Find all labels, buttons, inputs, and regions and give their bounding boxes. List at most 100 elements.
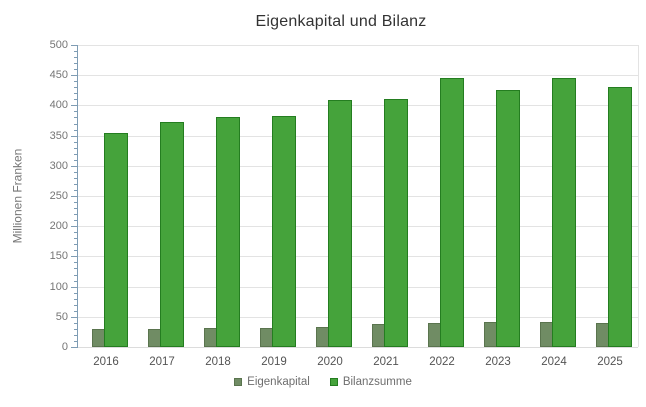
y-axis-minor-tick (74, 220, 78, 221)
x-axis-label-2017: 2017 (149, 356, 175, 368)
x-axis-label-2023: 2023 (485, 356, 511, 368)
legend-label: Eigenkapital (247, 376, 310, 388)
y-axis-minor-tick (74, 335, 78, 336)
y-axis-minor-tick (74, 190, 78, 191)
bar-bilanzsumme-2018[interactable] (216, 117, 240, 347)
gridline (78, 75, 638, 76)
legend-label: Bilanzsumme (342, 376, 412, 388)
y-axis-minor-tick (74, 154, 78, 155)
y-axis-major-tick (71, 136, 78, 137)
bar-bilanzsumme-2024[interactable] (552, 78, 576, 347)
x-axis-label-2021: 2021 (373, 356, 399, 368)
gridline (78, 166, 638, 167)
gridline (78, 317, 638, 318)
gridline (78, 45, 638, 46)
y-axis-major-tick (71, 166, 78, 167)
y-axis-minor-tick (74, 299, 78, 300)
legend-item-bilanzsumme[interactable]: Bilanzsumme (329, 376, 412, 388)
y-axis-major-tick (71, 196, 78, 197)
y-axis-minor-tick (74, 305, 78, 306)
y-axis-minor-tick (74, 57, 78, 58)
y-axis-tick-label: 400 (49, 99, 68, 111)
gridline (78, 105, 638, 106)
y-axis-minor-tick (74, 268, 78, 269)
y-axis-minor-tick (74, 172, 78, 173)
x-axis-label-2016: 2016 (93, 356, 119, 368)
y-axis-minor-tick (74, 81, 78, 82)
y-axis-minor-tick (74, 184, 78, 185)
y-axis-tick-label: 450 (49, 69, 68, 81)
y-axis-minor-tick (74, 63, 78, 64)
y-axis-major-tick (71, 105, 78, 106)
y-axis-tick-label: 500 (49, 39, 68, 51)
y-axis-tick-label: 150 (49, 250, 68, 262)
y-axis-minor-tick (74, 329, 78, 330)
plot-area: 0 50 100 150 200 250 300 350 400 450 500 (50, 39, 639, 353)
y-axis-major-tick (71, 75, 78, 76)
bar-bilanzsumme-2023[interactable] (496, 90, 520, 347)
x-axis-label-2019: 2019 (261, 356, 287, 368)
y-axis-title-text: Millionen Franken (10, 148, 24, 244)
bar-bilanzsumme-2017[interactable] (160, 122, 184, 347)
y-axis-minor-tick (74, 160, 78, 161)
gridline (78, 136, 638, 137)
y-axis-minor-tick (74, 275, 78, 276)
y-axis-minor-tick (74, 238, 78, 239)
y-axis-minor-tick (74, 117, 78, 118)
y-axis-minor-tick (74, 178, 78, 179)
bar-bilanzsumme-2020[interactable] (328, 100, 352, 347)
y-axis-tick-label: 100 (49, 281, 68, 293)
gridline (78, 226, 638, 227)
gridline (78, 287, 638, 288)
y-axis-tick-label: 200 (49, 220, 68, 232)
y-axis-minor-tick (74, 99, 78, 100)
y-axis-major-tick (71, 45, 78, 46)
y-axis-minor-tick (74, 69, 78, 70)
gridline (78, 256, 638, 257)
legend-item-eigenkapital[interactable]: Eigenkapital (234, 376, 310, 388)
y-axis-minor-tick (74, 293, 78, 294)
y-axis-tick-label: 250 (49, 190, 68, 202)
bar-bilanzsumme-2021[interactable] (384, 99, 408, 347)
y-axis-major-tick (71, 317, 78, 318)
bar-bilanzsumme-2025[interactable] (608, 87, 632, 347)
y-axis-tick-label: 0 (61, 341, 68, 353)
y-axis-major-tick (71, 287, 78, 288)
y-axis-tick-label: 300 (49, 160, 68, 172)
y-axis-minor-tick (74, 341, 78, 342)
chart-title: Eigenkapital und Bilanz (255, 13, 427, 30)
y-axis-tick-label: 350 (49, 130, 68, 142)
legend: Eigenkapital Bilanzsumme (0, 376, 646, 388)
gridline (78, 347, 638, 348)
y-axis-minor-tick (74, 202, 78, 203)
x-axis-label-2020: 2020 (317, 356, 343, 368)
y-axis-minor-tick (74, 208, 78, 209)
y-axis-minor-tick (74, 244, 78, 245)
y-axis-major-tick (71, 226, 78, 227)
bar-bilanzsumme-2016[interactable] (104, 133, 128, 347)
x-axis-label-2022: 2022 (429, 356, 455, 368)
bar-bilanzsumme-2022[interactable] (440, 78, 464, 347)
y-axis-minor-tick (74, 311, 78, 312)
y-axis-minor-tick (74, 148, 78, 149)
y-axis-minor-tick (74, 130, 78, 131)
x-axis-labels: 2016 2017 2018 2019 2020 2021 2022 2023 2024 2025 (78, 356, 638, 372)
y-axis-major-tick (71, 347, 78, 348)
bar-bilanzsumme-2019[interactable] (272, 116, 296, 347)
y-axis-minor-tick (74, 323, 78, 324)
y-axis-tick-label: 50 (55, 311, 68, 323)
y-axis-minor-tick (74, 87, 78, 88)
y-axis-minor-tick (74, 250, 78, 251)
y-axis-minor-tick (74, 51, 78, 52)
y-axis-minor-tick (74, 232, 78, 233)
y-axis-minor-tick (74, 281, 78, 282)
y-axis-minor-tick (74, 93, 78, 94)
gridline (78, 196, 638, 197)
y-axis-minor-tick (74, 262, 78, 263)
y-axis-major-tick (71, 256, 78, 257)
y-axis-minor-tick (74, 111, 78, 112)
legend-swatch-bilanzsumme (329, 378, 338, 386)
x-axis-label-2024: 2024 (541, 356, 567, 368)
y-axis-minor-tick (74, 124, 78, 125)
